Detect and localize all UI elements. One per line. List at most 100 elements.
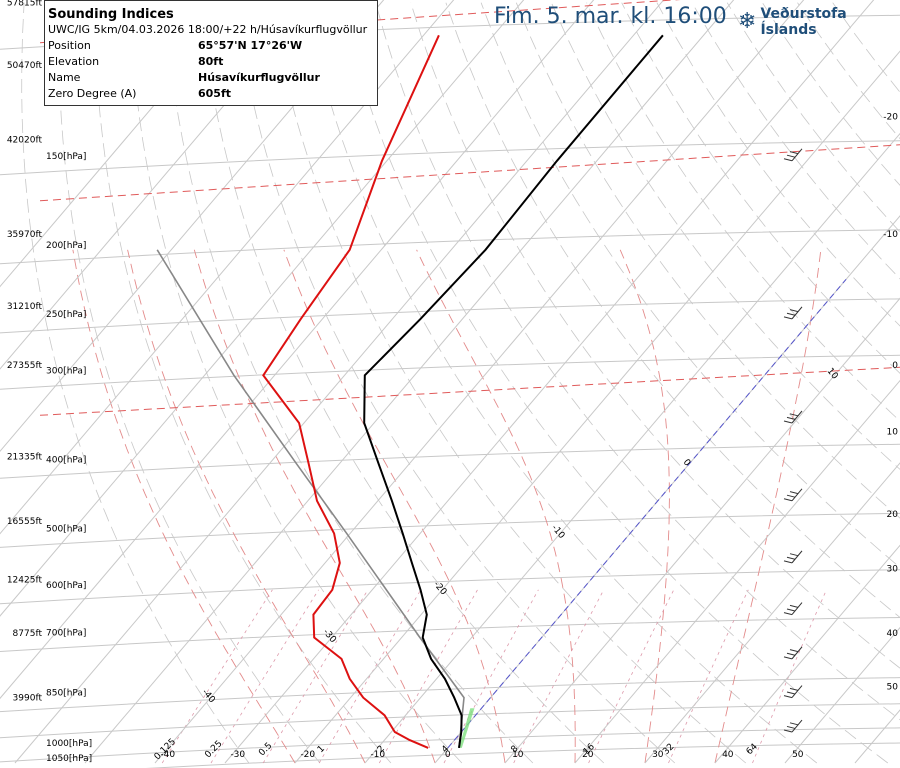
wind-barb-flag [786,556,796,560]
temperature-tick: 10 [512,750,524,760]
mixing-ratio-line [210,589,319,764]
wind-barb-flag [789,491,799,495]
altitude-label: 35970ft [7,230,43,240]
wind-barb-flag [789,413,799,417]
wind-barb-flag [783,695,793,699]
right-axis-tick: 0 [892,361,898,371]
right-axis-tick: -20 [883,113,898,123]
axis-labels: 64645ft57815ft50470ft42020ft35970ft31210… [7,0,899,764]
wind-barb-flag [789,151,799,155]
wind-barbs [783,148,803,733]
isotherm-line [0,0,315,370]
mixing-ratio-lines [161,589,827,764]
tropopause-line [39,366,900,416]
dry-adiabat-line [480,2,900,569]
info-key: Elevation [48,55,100,68]
wind-barb-flag [789,553,799,557]
wind-barb-flag [783,729,793,733]
isotherm-line [714,544,900,764]
mixing-ratio-line [668,589,749,764]
wind-barb-staff [791,550,803,564]
isotherm-line [0,0,595,700]
temperature-tick: -10 [370,750,385,760]
dry-adiabat-line [375,2,900,721]
info-value: Húsavíkurflugvöllur [198,71,320,84]
info-table: Position 65°57'N 17°26'W Elevation 80ft Na… [48,39,320,103]
mixing-ratio-tick: 0.5 [257,741,274,758]
temperature-tick: -40 [160,750,175,760]
pressure-label: 400[hPa] [46,455,86,465]
mixing-ratio-tick: 4 [440,744,451,755]
wind-barb-staff [791,685,803,698]
dry-adiabat-line [691,2,900,280]
info-value: 605ft [198,87,232,100]
pressure-label: 200[hPa] [46,241,86,251]
isobar-line [0,703,900,739]
info-key: Name [48,71,81,84]
dry-adiabat-line [586,2,900,422]
right-axis-tick: 10 [887,428,899,438]
wind-barb-flag [789,604,799,608]
wind-barb-staff [791,719,803,733]
valid-time: Fim. 5. mar. kl. 16:00 [494,4,727,29]
right-axis-tick: 30 [887,565,899,575]
wind-barb-flag [783,612,793,616]
isotherm-label: 0 [681,458,693,469]
isotherm-line [0,0,525,617]
temperature-line [363,34,664,749]
dry-adiabat-line [445,2,900,618]
dry-adiabat-line [269,2,747,764]
isobar-line [0,512,900,548]
altitude-label: 50470ft [7,61,43,71]
wind-barb-flag [786,691,796,695]
wind-barb [783,306,803,320]
temperature-tick: 40 [722,750,734,760]
wind-barb-flag [786,154,796,158]
isotherm-line [434,215,900,764]
isotherm-line [364,132,900,764]
pressure-label: 500[hPa] [46,524,86,534]
mixing-ratio-tick: 1 [316,744,327,755]
mixing-ratio-line [378,589,478,764]
wind-barb-flag [789,649,799,653]
wind-barb-staff [791,646,803,660]
altitude-label: 42020ft [7,135,43,145]
wind-barb-flag [786,416,796,420]
wind-barb-staff [791,410,803,424]
lcl-band-shape [459,708,475,748]
temperature-tick: 0 [445,750,451,760]
dewpoint-line [262,34,440,749]
info-row: Name Húsavíkurflugvöllur [48,71,320,87]
info-value: 65°57'N 17°26'W [198,39,303,52]
mixing-ratio-line [588,589,675,764]
isotherm-line [504,297,900,764]
mixing-ratio-tick: 32 [661,742,676,757]
info-key: Zero Degree (A) [48,87,137,100]
lcl-band [459,708,475,748]
altitude-label: 3990ft [13,694,43,704]
wind-barb [783,148,803,162]
freezing-line [447,278,847,749]
moist-adiabat-line [416,249,576,763]
wind-barb [783,410,803,424]
mixing-ratio-tick: 8 [509,744,520,755]
wind-barb-flag [789,309,799,313]
dry-adiabat-line [234,2,676,764]
isotherm-label: 10 [825,366,840,381]
temperature-tick: -30 [230,750,245,760]
altitude-label: 31210ft [7,302,43,312]
isobar-line [0,229,900,265]
wind-barb [783,685,803,699]
wind-barb-staff [791,488,803,502]
pressure-label: 150[hPa] [46,152,86,162]
isotherm-line [644,462,900,764]
isobar-line [0,298,900,334]
wind-barb-flag [783,316,793,320]
wind-barb [783,602,803,616]
dry-adiabat-line [94,2,392,764]
wind-barb-flag [783,560,793,564]
right-axis-tick: 50 [887,683,899,693]
mixing-ratio-tick: 64 [745,742,760,757]
brand-name: Veðurstofa Íslands [760,6,847,38]
